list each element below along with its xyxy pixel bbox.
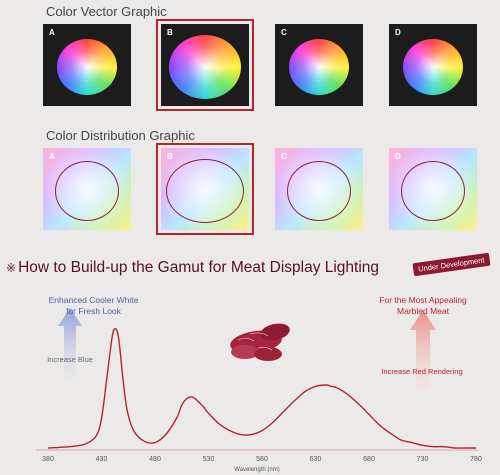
tile-letter: D	[395, 28, 401, 37]
vector-tile-a: A	[43, 24, 131, 106]
tile-letter: B	[167, 28, 173, 37]
under-development-badge: Under Development	[412, 252, 491, 277]
tile-letter: A	[49, 28, 55, 37]
reference-mark-icon: ※	[6, 261, 17, 275]
distribution-tile-b: B	[156, 143, 254, 235]
x-axis-label: Wavelength (nm)	[234, 467, 279, 473]
x-tick-label-480: 480	[149, 456, 161, 463]
right-heading-line-2: Marbled Meat	[397, 306, 449, 316]
gamut-title: ※ How to Build-up the Gamut for Meat Disp…	[6, 259, 379, 277]
x-tick-label-530: 530	[203, 456, 215, 463]
color-wheel-icon	[57, 38, 117, 95]
increase-blue-label: Increase Blue	[47, 355, 93, 364]
left-heading-line-2: for Fresh Look	[66, 306, 121, 316]
increase-red-label: Increase Red Rendering	[381, 367, 463, 376]
vector-tile-d: D	[389, 24, 477, 106]
x-tick-label-380: 380	[42, 456, 54, 463]
right-heading-line-1: For the Most Appealing	[379, 295, 467, 305]
left-annotation-heading: Enhanced Cooler White for Fresh Look	[36, 295, 151, 317]
tile-letter: B	[167, 152, 173, 161]
x-tick-label-630: 630	[310, 456, 322, 463]
x-tick-labels: 380 430 480 530 580 630 680 730 780	[42, 456, 482, 463]
distribution-tile-d: D	[389, 148, 477, 230]
left-heading-line-1: Enhanced Cooler White	[48, 295, 139, 305]
tile-letter: C	[281, 152, 287, 161]
distribution-tile-c: C	[275, 148, 363, 230]
x-tick-label-730: 730	[417, 456, 429, 463]
x-tick-label-680: 680	[363, 456, 375, 463]
color-wheel-icon	[289, 38, 349, 95]
vector-tile-b: B	[156, 19, 254, 111]
tile-letter: C	[281, 28, 287, 37]
gamut-ring-icon	[55, 160, 119, 221]
meat-illustration-icon	[230, 323, 290, 361]
color-vector-title: Color Vector Graphic	[46, 4, 167, 19]
gamut-ring-icon	[166, 158, 244, 223]
spectrum-chart: 380 430 480 530 580 630 680 730 780 Wavelength (…	[36, 308, 482, 473]
spectrum-curve	[47, 327, 476, 449]
increase-red-arrow-icon	[410, 310, 436, 390]
x-tick-label-580: 580	[256, 456, 268, 463]
tile-letter: D	[395, 152, 401, 161]
increase-blue-arrow-icon	[58, 308, 82, 378]
x-tick-label-780: 780	[470, 456, 482, 463]
color-wheel-icon	[403, 38, 463, 95]
tile-letter: A	[49, 152, 55, 161]
gamut-ring-icon	[287, 160, 351, 221]
right-annotation-heading: For the Most Appealing Marbled Meat	[364, 295, 482, 317]
x-tick-label-430: 430	[96, 456, 108, 463]
gamut-ring-icon	[401, 160, 465, 221]
vector-tile-c: C	[275, 24, 363, 106]
distribution-tile-a: A	[43, 148, 131, 230]
color-wheel-icon	[169, 34, 241, 99]
color-distribution-title: Color Distribution Graphic	[46, 128, 195, 143]
gamut-title-text: How to Build-up the Gamut for Meat Displ…	[18, 259, 380, 276]
